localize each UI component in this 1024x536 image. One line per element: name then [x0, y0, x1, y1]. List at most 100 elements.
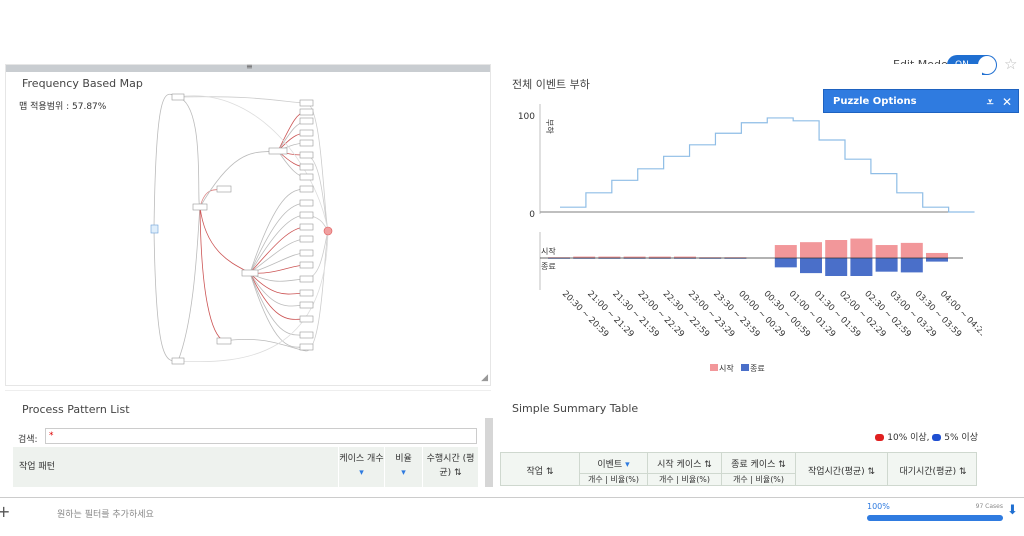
- download-icon[interactable]: ⬇: [1007, 503, 1018, 518]
- filter-input[interactable]: 원하는 필터를 추가하세요: [57, 510, 154, 520]
- resize-handle-icon[interactable]: ◢: [481, 373, 488, 383]
- start-end-bars: [548, 238, 948, 276]
- start-bar: [598, 256, 621, 258]
- panel-title: Frequency Based Map: [22, 77, 143, 90]
- puzzle-title: Puzzle Options: [833, 96, 917, 107]
- start-bar: [648, 256, 671, 258]
- sub-ratio: 비율(%): [755, 475, 785, 484]
- col-start-case-label: 시작 케이스: [657, 460, 702, 470]
- start-bar: [926, 252, 948, 258]
- end-bar: [926, 258, 948, 262]
- panel-drag-handle[interactable]: ≡: [6, 62, 490, 72]
- filter-bar: + 원하는 필터를 추가하세요 100% 97 Cases ⬇: [0, 497, 1024, 527]
- add-filter-icon[interactable]: +: [0, 502, 11, 521]
- red-dot-icon: [875, 434, 885, 441]
- end-bar: [825, 258, 848, 276]
- sort-down-icon: ▾: [359, 468, 364, 478]
- progress-fill: [867, 515, 1003, 521]
- col-task[interactable]: 작업 ⇅: [501, 453, 579, 485]
- legend-start-label: 시작: [719, 363, 734, 373]
- start-bar: [623, 256, 646, 258]
- start-bar: [774, 245, 797, 258]
- col-duration[interactable]: 수행시간 (평균) ⇅: [422, 447, 478, 487]
- col-work-time[interactable]: 작업시간(평균) ⇅: [795, 453, 887, 485]
- legend-end-swatch: [741, 364, 749, 371]
- legend-end-label: 종료: [750, 364, 765, 373]
- sub-count: 개수: [658, 475, 674, 484]
- close-icon[interactable]: ✕: [1001, 95, 1012, 109]
- col-ratio[interactable]: 비율 ▾: [384, 447, 422, 487]
- collapse-icon[interactable]: ⩡: [986, 95, 994, 109]
- col-case-count-label: 케이스 개수: [339, 454, 384, 464]
- y-tick-100: 100: [518, 112, 535, 122]
- sub-ratio: 비율(%): [681, 475, 711, 484]
- col-event-label: 이벤트: [597, 460, 623, 470]
- progress-percent: 100%: [867, 502, 890, 511]
- process-pattern-panel: Process Pattern List 검색: * 작업 패턴 케이스 개수 …: [5, 390, 493, 487]
- legend-5: 5% 이상: [944, 433, 978, 443]
- start-axis-label: 시작: [541, 246, 556, 256]
- end-bar: [800, 258, 822, 274]
- sub-count: 개수: [732, 475, 748, 484]
- summary-table-header: 작업 ⇅ 이벤트 ▾ 개수 | 비율(%) 시작 케이스 ⇅ 개수 | 비율(%…: [500, 452, 977, 486]
- legend-start-swatch: [710, 364, 718, 371]
- highlight-legend: 10% 이상, 5% 이상: [875, 430, 978, 443]
- map-coverage: 맵 적용범위 : 57.87%: [19, 102, 107, 112]
- col-start-case[interactable]: 시작 케이스 ⇅ 개수 | 비율(%): [647, 453, 721, 485]
- col-end-case[interactable]: 종료 케이스 ⇅ 개수 | 비율(%): [721, 453, 795, 485]
- start-bar: [850, 238, 873, 258]
- sort-icon: ⇅: [454, 468, 462, 478]
- y-tick-0: 0: [529, 210, 535, 220]
- col-end-case-label: 종료 케이스: [731, 460, 776, 470]
- load-series-line: [560, 117, 975, 213]
- col-wait-time-label: 대기시간(평균): [899, 467, 957, 477]
- legend-10: 10% 이상,: [887, 433, 930, 443]
- end-bar: [875, 258, 898, 272]
- start-bar: [573, 256, 596, 258]
- end-bar: [900, 258, 923, 273]
- sort-icon: ⇅: [959, 467, 967, 477]
- sort-icon: ⇅: [704, 460, 712, 470]
- y-axis-label: 부하: [545, 119, 555, 134]
- start-bar: [800, 242, 822, 258]
- start-bar: [875, 245, 898, 258]
- sort-icon: ⇅: [545, 467, 554, 477]
- sub-ratio: 비율(%): [610, 475, 640, 484]
- sort-icon: ⇅: [778, 460, 786, 470]
- sub-count: 개수: [587, 475, 603, 484]
- col-work-time-label: 작업시간(평균): [807, 467, 865, 477]
- event-load-panel: 전체 이벤트 부하 100 0 부하 시작 종료 20:30 ~ 20:59 21…: [497, 64, 982, 386]
- blue-dot-icon: [932, 434, 942, 441]
- search-label: 검색:: [18, 435, 38, 445]
- panel-title: Process Pattern List: [22, 403, 130, 416]
- summary-table-panel: Simple Summary Table 10% 이상, 5% 이상 작업 ⇅ …: [497, 390, 982, 486]
- puzzle-options-bar[interactable]: Puzzle Options ⩡ ✕: [823, 89, 1019, 113]
- sort-icon: ⇅: [867, 467, 876, 477]
- col-duration-label: 수행시간 (평균): [426, 454, 475, 478]
- favorite-star-icon[interactable]: ☆: [1004, 55, 1018, 73]
- progress-track: [867, 515, 1003, 521]
- col-ratio-label: 비율: [395, 454, 412, 464]
- toggle-knob: [978, 56, 996, 74]
- search-input[interactable]: *: [45, 428, 477, 444]
- col-event[interactable]: 이벤트 ▾ 개수 | 비율(%): [579, 453, 647, 485]
- end-bar: [774, 258, 797, 268]
- start-bar: [674, 256, 696, 258]
- col-case-count[interactable]: 케이스 개수 ▾: [338, 447, 384, 487]
- grip-icon: ≡: [246, 62, 253, 71]
- sort-down-icon: ▾: [401, 468, 406, 478]
- start-bar: [900, 242, 923, 258]
- end-bar: [850, 258, 873, 276]
- col-pattern[interactable]: 작업 패턴: [19, 462, 55, 472]
- frequency-map-panel: ≡ Frequency Based Map 맵 적용범위 : 57.87%: [5, 62, 492, 387]
- start-bar: [825, 240, 848, 258]
- col-wait-time[interactable]: 대기시간(평균) ⇅: [887, 453, 978, 485]
- sort-down-icon: ▾: [625, 460, 630, 470]
- vertical-scrollbar[interactable]: [485, 418, 493, 487]
- panel-title: 전체 이벤트 부하: [512, 78, 590, 91]
- process-map-graph[interactable]: [6, 65, 492, 387]
- case-count: 97 Cases: [975, 503, 1003, 510]
